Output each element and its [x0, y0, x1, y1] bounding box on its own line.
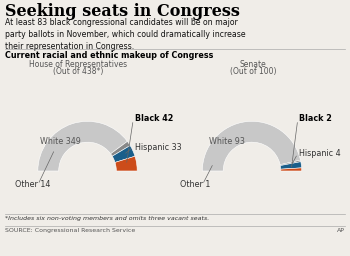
Wedge shape [281, 168, 302, 171]
Text: Hispanic 4: Hispanic 4 [299, 149, 341, 158]
Text: SOURCE: Congressional Research Service: SOURCE: Congressional Research Service [5, 228, 135, 233]
Text: *Includes six non-voting members and omits three vacant seats.: *Includes six non-voting members and omi… [5, 216, 209, 221]
Wedge shape [38, 121, 127, 171]
Wedge shape [280, 160, 301, 166]
Text: White 349: White 349 [40, 137, 80, 146]
Wedge shape [280, 162, 302, 169]
Text: Other 14: Other 14 [15, 180, 51, 189]
Text: White 93: White 93 [209, 137, 245, 146]
Wedge shape [115, 156, 137, 171]
Text: Senate: Senate [240, 60, 266, 69]
Text: Black 2: Black 2 [299, 114, 332, 123]
Text: (Out of 100): (Out of 100) [230, 67, 276, 76]
Wedge shape [112, 145, 135, 163]
Text: (Out of 438*): (Out of 438*) [53, 67, 103, 76]
Text: AP: AP [337, 228, 345, 233]
Text: Hispanic 33: Hispanic 33 [135, 143, 181, 152]
Text: Current racial and ethnic makeup of Congress: Current racial and ethnic makeup of Cong… [5, 51, 214, 60]
Text: At least 83 black congressional candidates will be on major
party ballots in Nov: At least 83 black congressional candidat… [5, 18, 246, 51]
Text: House of Representatives: House of Representatives [29, 60, 127, 69]
Text: Other 1: Other 1 [180, 180, 210, 189]
Wedge shape [202, 121, 301, 171]
Wedge shape [111, 141, 130, 156]
Text: Seeking seats in Congress: Seeking seats in Congress [5, 3, 240, 20]
Text: Black 42: Black 42 [135, 114, 173, 123]
